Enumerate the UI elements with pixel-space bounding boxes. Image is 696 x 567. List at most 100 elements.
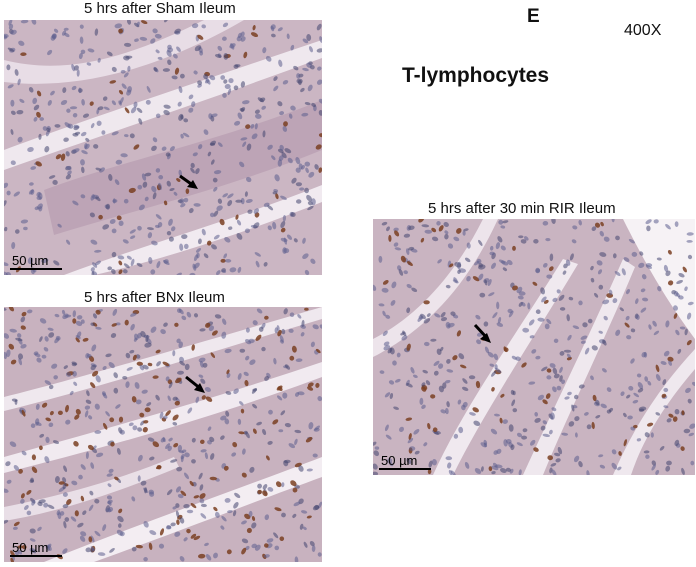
nucleus <box>562 270 567 275</box>
stained-t-cell <box>176 178 181 182</box>
nucleus <box>102 524 107 532</box>
stained-t-cell <box>275 193 279 200</box>
nucleus <box>675 329 680 336</box>
nucleus <box>84 143 88 149</box>
nucleus <box>453 433 459 439</box>
nucleus <box>139 364 145 371</box>
panel-letter: E <box>527 6 540 27</box>
stained-t-cell <box>66 499 72 505</box>
nucleus <box>383 341 390 346</box>
nucleus <box>199 50 204 56</box>
nucleus <box>245 176 252 183</box>
nucleus <box>571 239 577 244</box>
nucleus <box>373 450 380 457</box>
nucleus <box>130 323 135 331</box>
nucleus <box>243 371 249 377</box>
nucleus <box>186 311 192 318</box>
nucleus <box>220 415 227 421</box>
stained-t-cell <box>197 34 204 40</box>
nucleus <box>630 358 635 364</box>
nucleus <box>294 392 300 397</box>
nucleus <box>440 409 446 414</box>
stained-t-cell <box>274 507 282 512</box>
nucleus <box>301 112 309 117</box>
nucleus <box>306 194 313 202</box>
nucleus <box>137 184 143 190</box>
nucleus <box>559 351 565 356</box>
nucleus <box>445 408 449 415</box>
nucleus <box>117 255 125 260</box>
nucleus <box>626 335 632 340</box>
nucleus <box>406 283 412 289</box>
nucleus <box>166 180 172 187</box>
nucleus <box>663 387 669 393</box>
nucleus <box>4 262 9 267</box>
bnx-scale-bar: 50 µm <box>10 540 62 557</box>
stained-t-cell <box>147 362 153 367</box>
nucleus <box>373 463 378 470</box>
nucleus <box>288 113 293 119</box>
nucleus <box>14 69 19 76</box>
nucleus <box>507 308 513 314</box>
nuclei-layer <box>4 20 322 275</box>
nucleus <box>656 257 662 261</box>
stained-t-cell <box>420 237 425 243</box>
stained-t-cell <box>191 344 195 351</box>
nucleus <box>302 38 309 44</box>
nucleus <box>311 545 316 552</box>
nucleus <box>193 313 199 318</box>
nucleus <box>6 190 11 196</box>
nucleus <box>141 389 148 394</box>
nucleus <box>109 547 115 553</box>
nucleus <box>402 330 407 337</box>
nucleus <box>199 328 206 332</box>
nucleus <box>419 397 424 405</box>
stained-t-cell <box>594 222 601 228</box>
nucleus <box>124 134 129 138</box>
nucleus <box>227 200 233 207</box>
nucleus <box>300 332 305 337</box>
nucleus <box>30 189 35 195</box>
nucleus <box>249 466 255 473</box>
nucleus <box>87 48 95 53</box>
nucleus <box>48 175 56 179</box>
nucleus <box>35 403 40 410</box>
nucleus <box>106 51 113 57</box>
nucleus <box>222 22 229 28</box>
nucleus <box>458 426 464 434</box>
nucleus <box>561 379 566 385</box>
nucleus <box>18 358 23 366</box>
nucleus <box>311 198 316 206</box>
stained-t-cell <box>174 322 179 327</box>
nucleus <box>112 308 118 316</box>
sham-scale-label: 50 µm <box>12 253 48 268</box>
stained-t-cell <box>116 215 122 221</box>
nucleus <box>81 99 85 106</box>
nucleus <box>138 204 145 211</box>
stained-t-cell <box>75 408 81 415</box>
nucleus <box>79 24 84 29</box>
nucleus <box>648 324 652 330</box>
nucleus <box>246 143 252 151</box>
stained-t-cell <box>421 386 427 392</box>
nucleus <box>665 320 670 328</box>
nucleus <box>666 418 672 423</box>
nucleus <box>520 239 527 244</box>
stained-t-cell <box>124 319 129 326</box>
nucleus <box>602 339 607 346</box>
nucleus <box>489 251 495 256</box>
stained-t-cell <box>193 535 201 541</box>
nucleus <box>316 23 322 31</box>
nucleus <box>52 179 58 185</box>
nucleus <box>6 349 11 358</box>
nucleus <box>312 324 319 330</box>
nucleus <box>95 326 102 330</box>
nucleus <box>54 124 61 128</box>
nucleus <box>222 318 227 325</box>
nucleus <box>479 292 486 298</box>
nucleus <box>193 254 199 262</box>
nucleus <box>549 253 554 262</box>
nucleus <box>295 157 301 165</box>
nucleus <box>625 289 631 295</box>
nucleus <box>293 65 299 71</box>
